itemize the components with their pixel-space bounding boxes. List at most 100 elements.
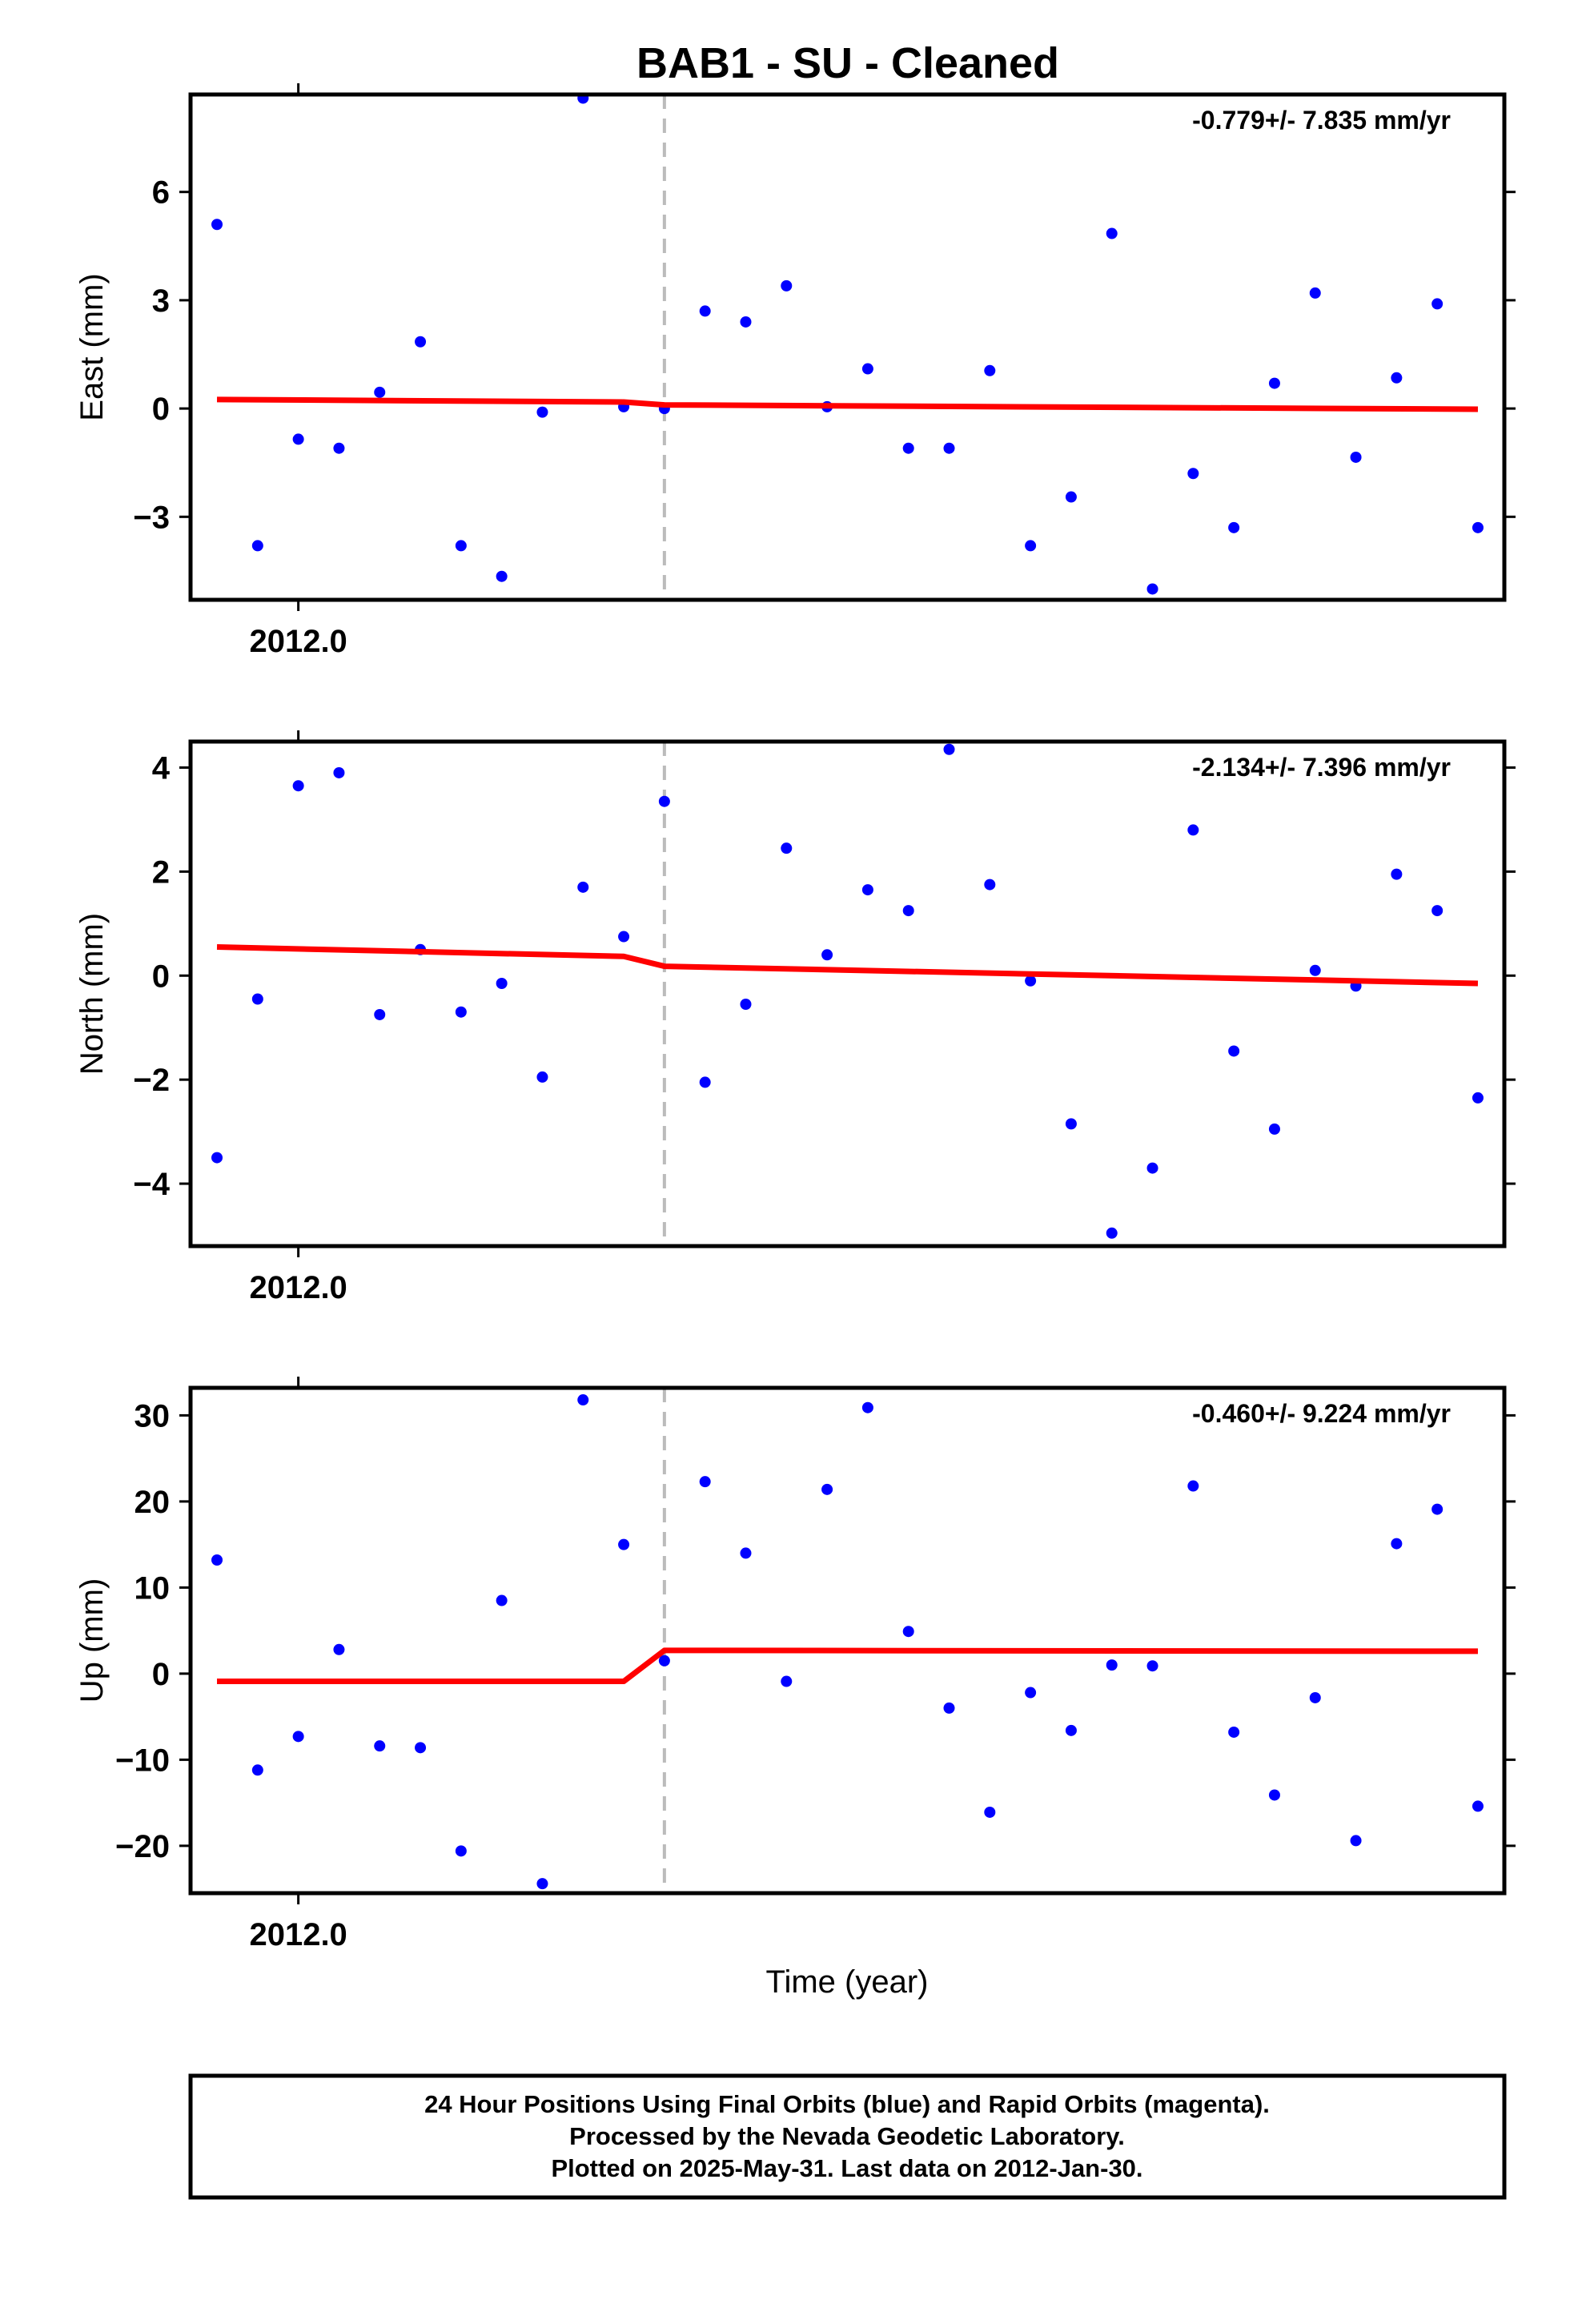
data-point [1187, 1480, 1199, 1492]
data-point [658, 795, 670, 807]
data-point [333, 442, 345, 454]
plot-frame [188, 739, 1507, 1248]
data-point [658, 1655, 670, 1667]
data-point [1309, 1691, 1321, 1703]
data-point [1472, 1092, 1484, 1104]
data-point [1431, 1503, 1443, 1515]
plot-frame [188, 92, 1507, 602]
data-point [943, 1702, 955, 1714]
y-tick-label: −2 [133, 1063, 170, 1098]
data-point [1268, 1789, 1280, 1801]
data-point [251, 540, 263, 552]
data-point [861, 884, 873, 896]
data-point [821, 1483, 833, 1495]
data-point [211, 219, 223, 231]
y-tick-label: 30 [135, 1398, 171, 1433]
data-point [374, 1008, 386, 1020]
data-point [415, 1742, 427, 1754]
data-point [821, 949, 833, 961]
data-point [374, 386, 386, 398]
y-tick-label: −3 [133, 500, 170, 535]
data-point [1350, 451, 1362, 463]
y-tick-label: 0 [152, 959, 170, 994]
data-point [1309, 964, 1321, 976]
data-point [740, 316, 752, 328]
data-point [699, 1076, 711, 1088]
data-point [943, 442, 955, 454]
data-point [333, 766, 345, 778]
data-point [374, 1740, 386, 1752]
data-point [618, 1538, 630, 1550]
east-panel: 6 3 0 −3 2012.0 East (mm) -0.779+/- 7.835 mm/y… [74, 83, 1516, 659]
data-point [1065, 491, 1077, 503]
data-point [1106, 1227, 1118, 1239]
data-point [1146, 583, 1158, 595]
data-point [740, 998, 752, 1010]
data-point [618, 931, 630, 943]
data-point [251, 1764, 263, 1776]
data-point [1391, 868, 1403, 880]
data-point [740, 1547, 752, 1559]
up-panel: 30 20 10 0 −10 −20 2012.0 Up (mm) -0.460+/- 9.22… [74, 1377, 1516, 1952]
y-tick-label: −10 [115, 1743, 170, 1778]
data-point [1065, 1118, 1077, 1130]
data-point [211, 1554, 223, 1566]
data-point [1228, 1045, 1240, 1057]
data-point [496, 978, 508, 990]
velocity-label: -2.134+/- 7.396 mm/yr [1192, 753, 1451, 782]
x-tick-label: 2012.0 [249, 1917, 347, 1952]
data-point [699, 305, 711, 317]
data-point [699, 1476, 711, 1488]
velocity-label: -0.460+/- 9.224 mm/yr [1192, 1399, 1451, 1428]
data-point [496, 570, 508, 582]
y-tick-label: 6 [152, 175, 170, 211]
data-point [455, 1845, 467, 1857]
data-point [1025, 975, 1037, 987]
data-point [455, 1006, 467, 1018]
data-point [251, 993, 263, 1005]
data-point [1025, 1687, 1037, 1699]
data-point [1350, 1835, 1362, 1847]
data-point [984, 879, 996, 891]
data-point [984, 364, 996, 376]
y-tick-label: 20 [135, 1485, 171, 1520]
data-point [1472, 521, 1484, 533]
data-point [1146, 1162, 1158, 1174]
y-axis-label: North (mm) [74, 913, 110, 1075]
y-axis-label: Up (mm) [74, 1578, 110, 1703]
data-point [1268, 377, 1280, 389]
data-point [861, 363, 873, 375]
y-axis-label: East (mm) [74, 273, 110, 420]
data-point [1228, 521, 1240, 533]
velocity-label: -0.779+/- 7.835 mm/yr [1192, 106, 1451, 135]
data-point [902, 1626, 914, 1638]
y-tick-label: −20 [115, 1829, 170, 1864]
footer-line-2: Processed by the Nevada Geodetic Laborat… [569, 2122, 1125, 2150]
chart-title: BAB1 - SU - Cleaned [636, 39, 1059, 87]
data-point [536, 1071, 548, 1083]
data-point [861, 1401, 873, 1413]
x-tick-label: 2012.0 [249, 624, 347, 659]
y-tick-label: 0 [152, 1657, 170, 1692]
footer-line-3: Plotted on 2025-May-31. Last data on 201… [551, 2154, 1142, 2182]
data-point [1268, 1123, 1280, 1135]
data-point [496, 1594, 508, 1606]
y-tick-label: 4 [152, 750, 171, 786]
y-tick-label: 10 [135, 1570, 171, 1606]
plot-frame [188, 1385, 1507, 1896]
data-point [1309, 287, 1321, 299]
data-point [1065, 1724, 1077, 1736]
data-point [1431, 905, 1443, 917]
data-point [902, 905, 914, 917]
trend-fit-line [217, 396, 1478, 412]
data-point [1431, 298, 1443, 310]
data-point [1228, 1726, 1240, 1738]
data-point [781, 1675, 793, 1687]
x-tick-label: 2012.0 [249, 1270, 347, 1305]
data-point [577, 881, 589, 893]
x-axis-label: Time (year) [766, 1964, 929, 2000]
trend-fit-line [216, 944, 1479, 987]
data-point [902, 442, 914, 454]
data-point [1391, 372, 1403, 384]
